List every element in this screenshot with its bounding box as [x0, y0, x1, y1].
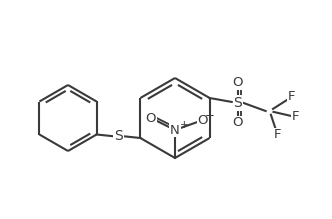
Text: O: O [232, 76, 243, 90]
Text: F: F [274, 129, 282, 141]
Text: O: O [198, 113, 208, 127]
Text: −: − [205, 108, 215, 122]
Text: F: F [292, 111, 299, 124]
Text: O: O [146, 111, 156, 124]
Text: +: + [180, 120, 189, 130]
Text: O: O [232, 117, 243, 129]
Text: S: S [114, 129, 123, 143]
Text: S: S [233, 96, 242, 110]
Text: F: F [288, 90, 295, 104]
Text: N: N [170, 124, 180, 136]
